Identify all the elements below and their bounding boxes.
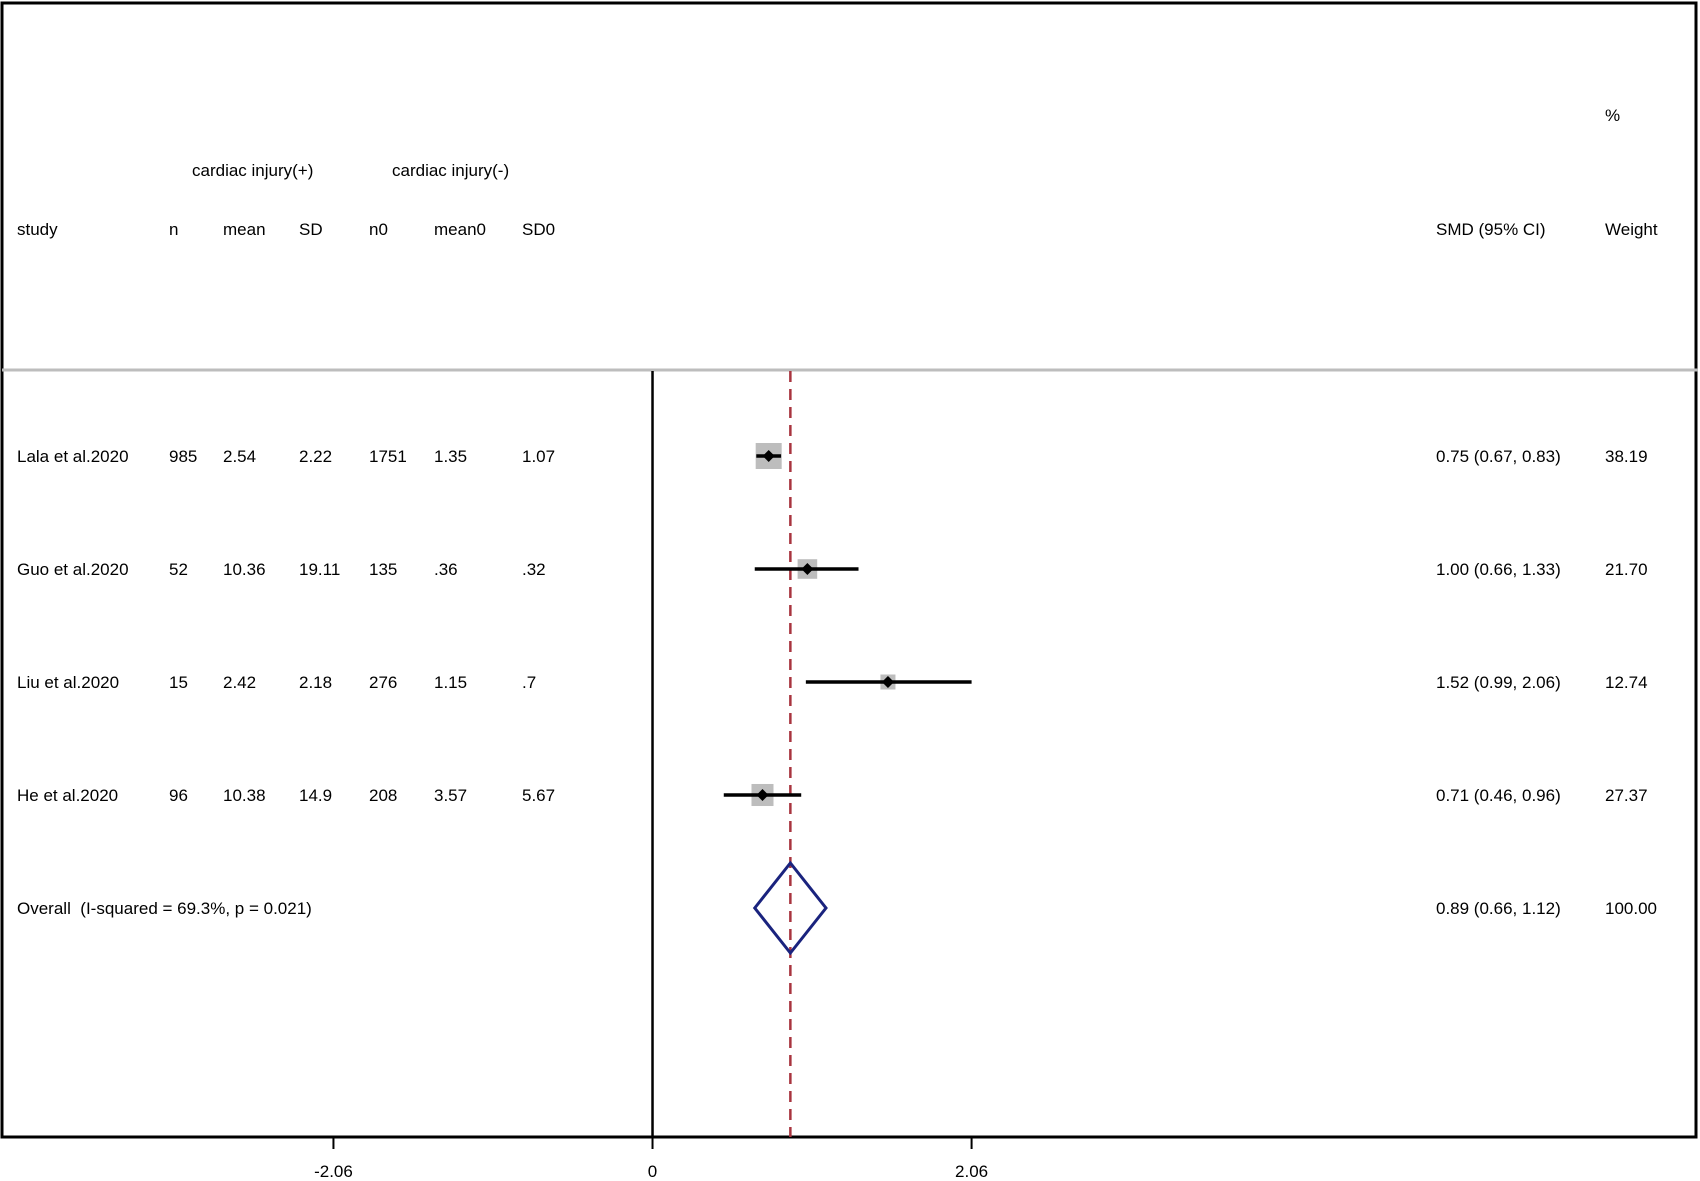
study-mean0: 1.35 (434, 447, 468, 466)
study-name: Lala et al.2020 (17, 447, 129, 466)
point-estimate-marker (801, 563, 814, 575)
study-sd: 19.11 (299, 560, 341, 579)
study-name: Guo et al.2020 (17, 560, 129, 579)
study-n: 985 (169, 447, 198, 466)
overall-weight: 100.00 (1605, 899, 1657, 918)
col-weight-header: Weight (1605, 220, 1658, 239)
study-sd0: .32 (522, 560, 546, 579)
col-sd0-header: SD0 (522, 220, 556, 239)
study-mean0: 3.57 (434, 786, 468, 805)
study-smd-ci: 1.00 (0.66, 1.33) (1436, 560, 1561, 579)
study-n0: 208 (369, 786, 398, 805)
study-n: 96 (169, 786, 188, 805)
col-sd-header: SD (299, 220, 323, 239)
col-study-header: study (17, 220, 58, 239)
overall-smd-ci: 0.89 (0.66, 1.12) (1436, 899, 1561, 918)
study-weight: 27.37 (1605, 786, 1648, 805)
col-n0-header: n0 (369, 220, 388, 239)
study-sd0: .7 (522, 673, 537, 692)
study-n0: 276 (369, 673, 398, 692)
study-smd-ci: 0.75 (0.67, 0.83) (1436, 447, 1561, 466)
study-mean: 10.38 (223, 786, 266, 805)
study-mean: 2.54 (223, 447, 257, 466)
study-name: He et al.2020 (17, 786, 119, 805)
percent-label: % (1605, 106, 1621, 125)
x-tick-label: 0 (647, 1162, 658, 1181)
point-estimate-marker (881, 676, 894, 688)
study-sd: 2.22 (299, 447, 333, 466)
col-n-header: n (169, 220, 179, 239)
study-weight: 21.70 (1605, 560, 1648, 579)
study-mean: 2.42 (223, 673, 257, 692)
study-name: Liu et al.2020 (17, 673, 120, 692)
study-sd: 2.18 (299, 673, 333, 692)
study-smd-ci: 0.71 (0.46, 0.96) (1436, 786, 1561, 805)
study-sd: 14.9 (299, 786, 333, 805)
study-n0: 135 (369, 560, 398, 579)
study-mean: 10.36 (223, 560, 266, 579)
x-tick-label: -2.06 (314, 1162, 353, 1181)
col-mean-header: mean (223, 220, 266, 239)
study-mean0: .36 (434, 560, 458, 579)
x-tick-label: 2.06 (955, 1162, 989, 1181)
study-mean0: 1.15 (434, 673, 468, 692)
study-smd-ci: 1.52 (0.99, 2.06) (1436, 673, 1561, 692)
overall-label: Overall (I-squared = 69.3%, p = 0.021) (17, 899, 312, 918)
point-estimate-marker (756, 789, 769, 801)
study-sd0: 5.67 (522, 786, 556, 805)
point-estimate-marker (762, 450, 775, 462)
study-sd0: 1.07 (522, 447, 556, 466)
group-positive-header: cardiac injury(+) (192, 161, 314, 180)
study-weight: 38.19 (1605, 447, 1648, 466)
col-mean0-header: mean0 (434, 220, 486, 239)
study-weight: 12.74 (1605, 673, 1648, 692)
overall-diamond (752, 860, 828, 956)
study-n: 52 (169, 560, 188, 579)
plot-marks (332, 371, 973, 1149)
study-n: 15 (169, 673, 188, 692)
group-negative-header: cardiac injury(-) (392, 161, 510, 180)
plot-frame (0, 1, 1698, 1139)
col-smd-header: SMD (95% CI) (1436, 220, 1546, 239)
study-n0: 1751 (369, 447, 407, 466)
